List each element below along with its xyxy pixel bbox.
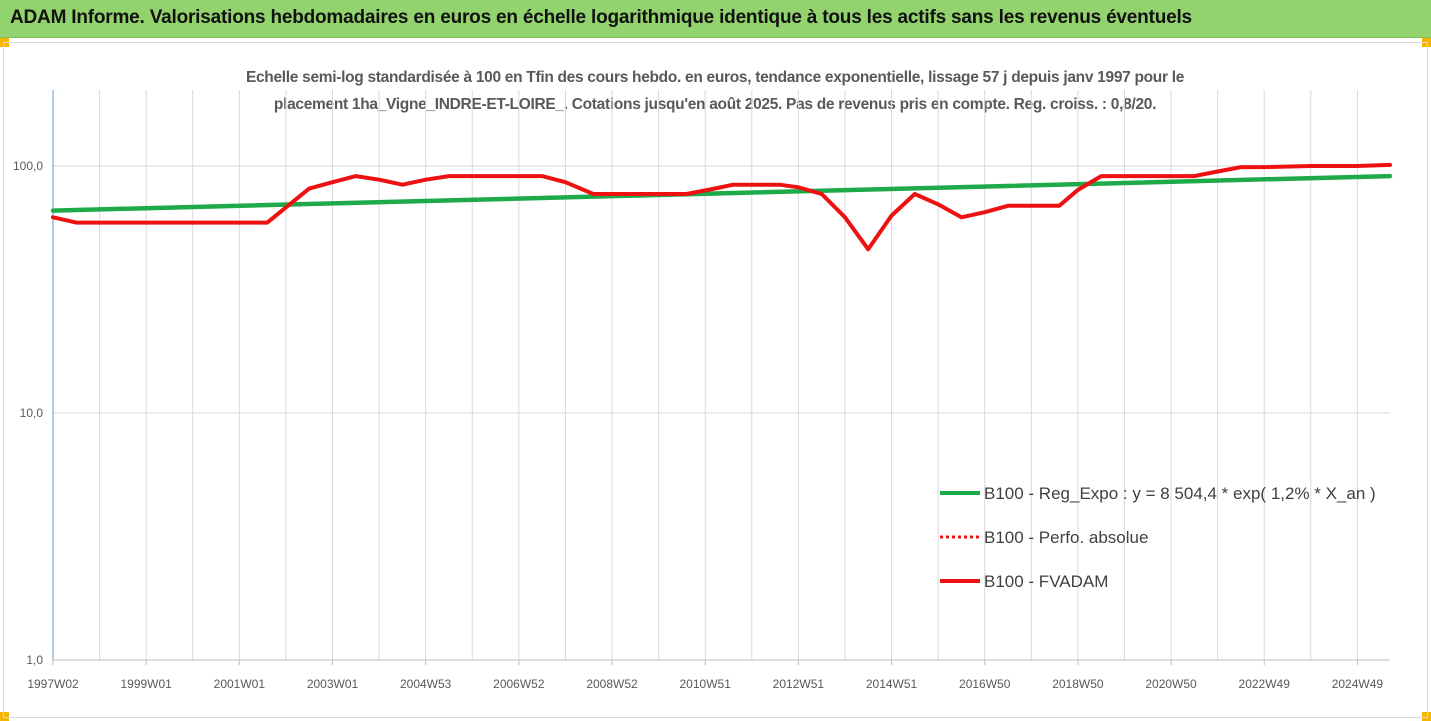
y-tick-labels: 1,0 10,0 100,0 <box>13 159 43 667</box>
series-lines <box>50 162 1393 252</box>
y-tick-label: 1,0 <box>26 653 43 667</box>
chart-frame <box>3 42 1428 718</box>
x-tick-label: 2004W53 <box>400 677 452 691</box>
x-tick-label: 2010W51 <box>680 677 732 691</box>
series-line-fvadam <box>51 162 1392 252</box>
x-tick-label: 2001W01 <box>214 677 266 691</box>
legend-label-fvadam: B100 - FVADAM <box>984 572 1108 591</box>
x-tick-label: 1999W01 <box>120 677 172 691</box>
x-tick-label: 2014W51 <box>866 677 918 691</box>
legend-label-perfo: B100 - Perfo. absolue <box>984 528 1148 547</box>
x-tick-label: 1997W02 <box>27 677 79 691</box>
header-banner: ADAM Informe. Valorisations hebdomadaire… <box>0 0 1431 38</box>
series-line-trend <box>50 173 1393 213</box>
x-tick-label: 2018W50 <box>1052 677 1104 691</box>
x-tick-label: 2012W51 <box>773 677 825 691</box>
x-tick-label: 2022W49 <box>1239 677 1291 691</box>
legend-label-trend: B100 - Reg_Expo : y = 8 504,4 * exp( 1,2… <box>984 484 1376 503</box>
x-tick-label: 2008W52 <box>586 677 638 691</box>
x-tick-labels: 1997W02 1999W01 2001W01 2003W01 2004W53 2006W… <box>27 677 1383 691</box>
corner-accent-bottom-left <box>0 712 9 721</box>
y-tick-label: 100,0 <box>13 159 43 173</box>
corner-accent-bottom-right <box>1422 712 1431 721</box>
y-tick-label: 10,0 <box>20 406 44 420</box>
x-tick-label: 2016W50 <box>959 677 1011 691</box>
x-tick-label: 2024W49 <box>1332 677 1384 691</box>
chart-subtitle-line-1: Echelle semi-log standardisée à 100 en T… <box>245 69 1185 86</box>
page-title: ADAM Informe. Valorisations hebdomadaire… <box>10 7 1192 28</box>
axes <box>52 90 1390 665</box>
x-tick-label: 2006W52 <box>493 677 545 691</box>
x-tick-label: 2020W50 <box>1145 677 1197 691</box>
x-tick-label: 2003W01 <box>307 677 359 691</box>
chart-subtitle: Echelle semi-log standardisée à 100 en T… <box>120 64 1310 118</box>
chart-subtitle-line-2: placement 1ha_Vigne_INDRE-ET-LOIRE_. Cot… <box>273 96 1157 113</box>
legend: B100 - Reg_Expo : y = 8 504,4 * exp( 1,2… <box>940 484 1376 591</box>
